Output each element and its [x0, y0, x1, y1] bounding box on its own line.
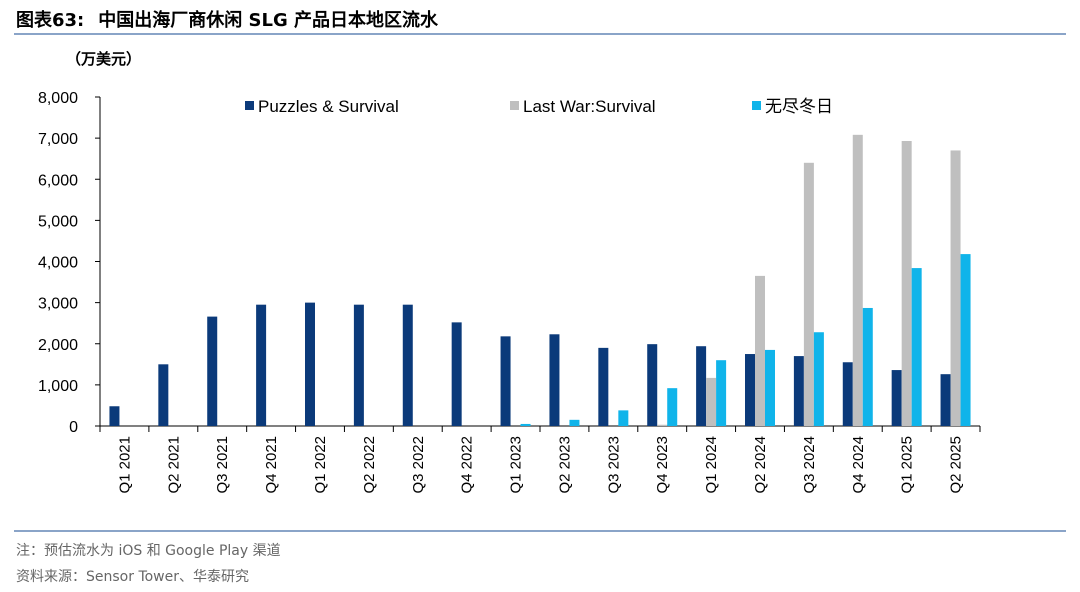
footer-divider — [14, 530, 1066, 532]
bar-puzzles — [842, 362, 853, 426]
y-tick-label: 5,000 — [38, 213, 78, 230]
y-tick-label: 8,000 — [38, 90, 78, 107]
legend-label: 无尽冬日 — [765, 97, 833, 116]
x-tick-label: Q1 2021 — [116, 436, 133, 494]
bar-wujin — [569, 419, 580, 426]
y-axis-unit-label: （万美元） — [66, 50, 142, 68]
x-tick-label: Q4 2023 — [654, 436, 671, 494]
bar-puzzles — [940, 374, 951, 426]
x-tick-label: Q1 2022 — [312, 436, 329, 494]
x-tick-label: Q2 2022 — [361, 436, 378, 494]
bar-puzzles — [647, 344, 658, 426]
bar-puzzles — [500, 336, 511, 426]
y-axis: 0 1,000 2,000 3,000 4,000 5,000 6,000 7,000 8,00… — [38, 90, 101, 436]
x-tick-label: Q4 2024 — [850, 436, 867, 494]
bar-puzzles — [305, 302, 315, 426]
bar-lastwar — [901, 141, 912, 426]
figure-title-text: 中国出海厂商休闲 SLG 产品日本地区流水 — [98, 10, 438, 31]
bar-wujin — [813, 332, 824, 426]
bar-wujin — [911, 268, 922, 426]
bar-lastwar — [852, 134, 863, 426]
legend-item: Puzzles & Survival — [245, 97, 399, 116]
bar-lastwar — [803, 162, 814, 427]
legend-swatch — [752, 101, 761, 110]
bars-group — [109, 134, 971, 427]
y-tick-label: 2,000 — [38, 337, 78, 354]
bar-puzzles — [745, 354, 755, 426]
bar-puzzles — [451, 322, 462, 426]
legend-swatch — [510, 101, 519, 110]
bar-wujin — [765, 349, 775, 426]
x-tick-label: Q3 2024 — [801, 436, 818, 494]
x-tick-label: Q2 2024 — [752, 436, 769, 494]
bar-lastwar — [950, 150, 961, 426]
legend-swatch — [245, 101, 254, 110]
bar-wujin — [618, 410, 629, 426]
x-tick-label: Q2 2023 — [556, 436, 573, 494]
bar-puzzles — [256, 304, 267, 426]
bar-puzzles — [549, 334, 560, 426]
x-tick-label: Q2 2021 — [165, 436, 182, 494]
x-tick-label: Q1 2025 — [899, 436, 916, 494]
bar-puzzles — [891, 370, 902, 426]
footnote: 注：预估流水为 iOS 和 Google Play 渠道 — [16, 543, 281, 559]
x-tick-label: Q4 2021 — [263, 436, 280, 494]
bar-puzzles — [793, 356, 804, 426]
legend-label: Puzzles & Survival — [258, 97, 399, 116]
legend-item: Last War:Survival — [510, 97, 656, 116]
bar-puzzles — [696, 346, 707, 426]
x-tick-label: Q3 2023 — [605, 436, 622, 494]
x-axis: Q1 2021 Q2 2021 Q3 2021 Q4 2021 Q1 2022 Q2 20… — [99, 425, 981, 494]
y-tick-label: 0 — [69, 419, 78, 436]
legend-item: 无尽冬日 — [752, 97, 833, 116]
x-tick-label: Q3 2022 — [410, 436, 427, 494]
y-tick-label: 3,000 — [38, 296, 78, 313]
legend: Puzzles & Survival Last War:Survival 无尽冬日 — [245, 97, 833, 116]
figure-title: 图表63: 中国出海厂商休闲 SLG 产品日本地区流水 — [16, 6, 438, 32]
bar-puzzles — [598, 347, 609, 426]
bar-wujin — [862, 307, 873, 426]
bar-puzzles — [402, 304, 413, 426]
bar-wujin — [667, 388, 678, 426]
source-note: 资料来源：Sensor Tower、华泰研究 — [16, 569, 249, 585]
bar-puzzles — [158, 364, 169, 426]
bar-puzzles — [207, 316, 218, 426]
bar-wujin — [520, 423, 531, 426]
x-tick-label: Q1 2023 — [508, 436, 525, 494]
x-tick-label: Q1 2024 — [703, 436, 720, 494]
bar-chart: 0 1,000 2,000 3,000 4,000 5,000 6,000 7,000 8,00… — [38, 90, 981, 494]
title-divider — [14, 33, 1066, 35]
bar-wujin — [716, 360, 727, 426]
y-tick-label: 7,000 — [38, 131, 78, 148]
bar-wujin — [960, 254, 971, 426]
figure-number: 图表63: — [16, 10, 85, 31]
y-tick-label: 6,000 — [38, 172, 78, 189]
y-tick-label: 1,000 — [38, 378, 78, 395]
x-tick-label: Q3 2021 — [214, 436, 231, 494]
y-tick-label: 4,000 — [38, 255, 78, 272]
bar-puzzles — [353, 304, 364, 426]
x-tick-label: Q2 2025 — [948, 436, 965, 494]
bar-puzzles — [109, 406, 120, 426]
bar-lastwar — [706, 377, 717, 426]
bar-lastwar — [755, 275, 765, 426]
bar-lastwar — [657, 424, 668, 426]
x-tick-label: Q4 2022 — [459, 436, 476, 494]
legend-label: Last War:Survival — [523, 97, 656, 116]
